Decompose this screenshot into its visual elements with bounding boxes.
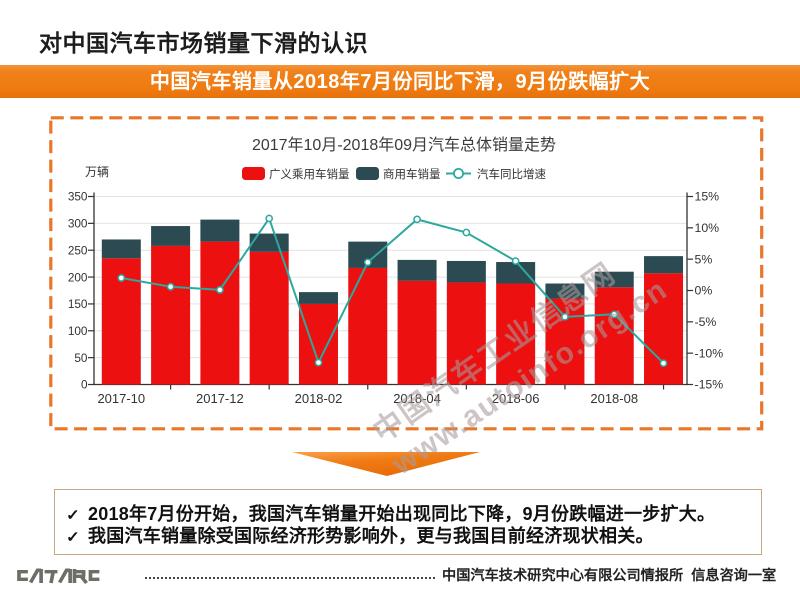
svg-text:2017-12: 2017-12 <box>196 391 244 406</box>
svg-text:-5%: -5% <box>695 315 717 329</box>
svg-text:-10%: -10% <box>695 346 724 360</box>
svg-text:350: 350 <box>68 190 88 204</box>
svg-text:0%: 0% <box>695 284 713 298</box>
svg-text:商用车销量: 商用车销量 <box>383 167 441 181</box>
svg-text:0: 0 <box>81 378 88 392</box>
svg-text:2018-06: 2018-06 <box>492 391 540 406</box>
svg-text:2018-08: 2018-08 <box>590 391 638 406</box>
svg-text:2017年10月-2018年09月汽车总体销量走势: 2017年10月-2018年09月汽车总体销量走势 <box>252 136 556 154</box>
svg-text:250: 250 <box>68 243 88 257</box>
svg-text:广义乘用车销量: 广义乘用车销量 <box>269 167 350 181</box>
svg-text:-15%: -15% <box>695 378 724 392</box>
svg-text:100: 100 <box>68 324 88 338</box>
svg-text:150: 150 <box>68 297 88 311</box>
svg-text:2017-10: 2017-10 <box>97 391 145 406</box>
svg-text:200: 200 <box>68 270 88 284</box>
svg-text:2018-02: 2018-02 <box>295 391 343 406</box>
svg-text:15%: 15% <box>695 190 720 204</box>
svg-text:万辆: 万辆 <box>85 165 109 179</box>
svg-text:5%: 5% <box>695 252 713 266</box>
svg-text:10%: 10% <box>695 221 720 235</box>
svg-text:50: 50 <box>74 351 88 365</box>
svg-text:2018-04: 2018-04 <box>393 391 441 406</box>
svg-text:汽车同比增速: 汽车同比增速 <box>477 167 546 181</box>
svg-text:300: 300 <box>68 217 88 231</box>
